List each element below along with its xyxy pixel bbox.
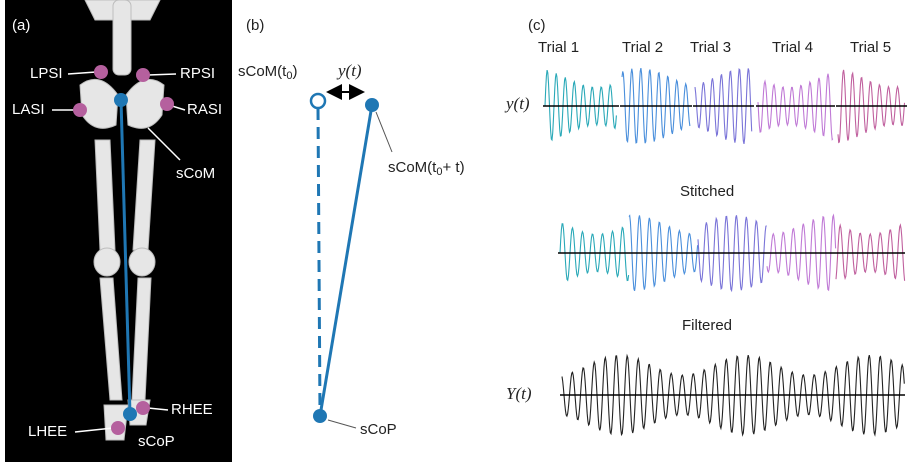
section-title: Stitched	[680, 183, 734, 200]
trial-label: Trial 3	[690, 39, 731, 56]
waveform	[628, 214, 699, 291]
panel-a: (a) LPSI RPSI LASI RASI sCoM RHEE LHEE s…	[5, 0, 232, 462]
com-initial-label: sCoM(t0)	[238, 63, 297, 82]
panel-c: (c) y(t) Stitched Filtered Y(t) Trial 1 T…	[504, 17, 907, 437]
signal-label: Y(t)	[506, 384, 532, 403]
marker-label: LPSI	[30, 65, 63, 82]
marker-label: RASI	[187, 101, 222, 118]
trial-label: Trial 2	[622, 39, 663, 56]
com-initial	[309, 92, 327, 110]
marker-label: sCoM	[176, 165, 215, 182]
signal-label: y(t)	[504, 94, 530, 113]
panel-b: (b) sCoM(t0) y(t) sCoM(t0+ t) sCoP	[238, 17, 465, 438]
cop-label: sCoP	[360, 421, 397, 438]
cop-marker	[123, 407, 137, 421]
body-line	[318, 104, 374, 417]
marker-label: RHEE	[171, 401, 213, 418]
com-later-label: sCoM(t0+ t)	[388, 159, 465, 178]
markers	[73, 65, 174, 435]
skeleton	[79, 0, 165, 441]
waveform	[561, 353, 905, 437]
com-marker	[114, 93, 128, 107]
trial-label: Trial 5	[850, 39, 891, 56]
waveform	[621, 67, 691, 144]
waveform	[766, 213, 837, 292]
waveform	[697, 215, 767, 293]
marker-label: RPSI	[180, 65, 215, 82]
waveform	[837, 69, 906, 144]
marker-label: sCoP	[138, 433, 175, 450]
waveform	[559, 223, 630, 282]
com-later	[365, 98, 379, 112]
waveform	[544, 69, 617, 142]
waveform	[757, 73, 834, 141]
body-line	[119, 99, 132, 415]
marker-label: LASI	[12, 101, 45, 118]
section-title: Filtered	[682, 317, 732, 334]
panel-label: (b)	[246, 17, 264, 34]
trial-label: Trial 1	[538, 39, 579, 56]
leader-line	[327, 419, 357, 429]
displacement-label: y(t)	[336, 61, 362, 80]
leader-line	[375, 111, 393, 153]
cop	[313, 409, 327, 423]
vertical-line	[316, 107, 322, 415]
panel-label: (c)	[528, 17, 546, 34]
marker-label: LHEE	[28, 423, 67, 440]
trial-label: Trial 4	[772, 39, 813, 56]
panel-label: (a)	[12, 17, 30, 34]
waveform	[694, 67, 753, 145]
leader-lines	[52, 71, 186, 433]
waveform	[835, 223, 906, 281]
